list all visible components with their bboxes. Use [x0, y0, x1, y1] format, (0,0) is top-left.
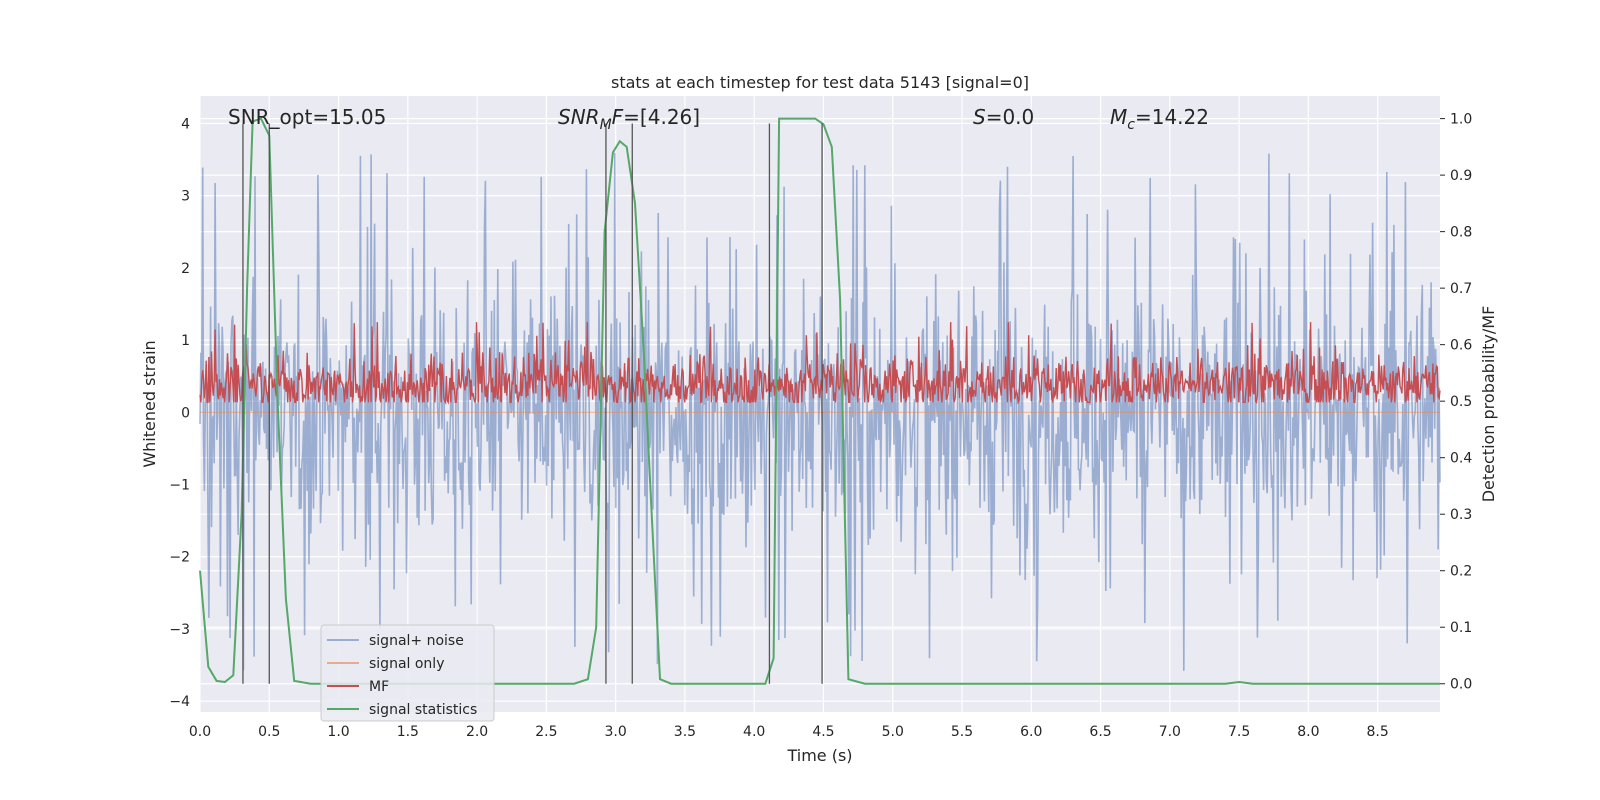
y-right-tick-label-0: 0.0 [1450, 677, 1472, 693]
y-left-tick-label-1: −3 [169, 622, 190, 638]
y-left-axis-label: Whitened strain [140, 340, 159, 467]
legend-label-3: signal statistics [369, 702, 477, 718]
y-right-tick-label-10: 1.0 [1450, 112, 1472, 128]
series-mf [199, 322, 1441, 405]
x-tick-label-10: 5.0 [882, 724, 904, 740]
series-signal-statistics [199, 117, 1440, 685]
y-right-tick-label-6: 0.6 [1450, 338, 1472, 354]
x-tick-label-15: 7.5 [1228, 724, 1250, 740]
x-tick-label-8: 4.0 [743, 724, 765, 740]
legend: signal+ noise signal only MF signal statist… [320, 624, 495, 722]
y-right-tick-label-5: 0.5 [1450, 394, 1472, 410]
snr-mf-symbol: SNR [558, 105, 600, 129]
y-left-tick-label-5: 1 [181, 333, 190, 349]
x-tick-label-16: 8.0 [1297, 724, 1319, 740]
y-left-tick-label-0: −4 [169, 694, 190, 710]
x-tick-label-17: 8.5 [1367, 724, 1389, 740]
x-tick-label-14: 7.0 [1159, 724, 1181, 740]
x-tick-labels: 0.0 0.5 1.0 1.5 2.0 2.5 3.0 3.5 4.0 4.5 5.0 5.5 6.0 6… [189, 724, 1389, 740]
x-axis-label: Time (s) [786, 746, 852, 765]
y-right-tick-label-7: 0.7 [1450, 281, 1472, 297]
y-right-tick-label-8: 0.8 [1450, 225, 1472, 241]
y-right-tick-label-9: 0.9 [1450, 168, 1472, 184]
legend-box [320, 624, 495, 722]
x-tick-label-2: 1.0 [327, 724, 349, 740]
y-left-tick-label-4: 0 [181, 405, 190, 421]
x-tick-label-0: 0.0 [189, 724, 211, 740]
snr-mf-value: =[4.26] [623, 105, 700, 129]
x-tick-label-12: 6.0 [1020, 724, 1042, 740]
y-left-tick-label-3: −1 [169, 478, 190, 494]
x-tick-label-13: 6.5 [1089, 724, 1111, 740]
legend-label-0: signal+ noise [369, 633, 464, 649]
legend-items: signal+ noise signal only MF signal statist… [327, 633, 477, 718]
y-right-tick-label-1: 0.1 [1450, 620, 1472, 636]
s-value: =0.0 [986, 105, 1035, 129]
mc-value: =14.22 [1135, 105, 1209, 129]
x-tick-label-9: 4.5 [812, 724, 834, 740]
snr-mf-subscript: M [600, 117, 612, 133]
snr-mf-tail: F [612, 105, 624, 129]
snr-mf-annotation: SNRMF=[4.26] [558, 105, 700, 133]
x-tick-label-6: 3.0 [605, 724, 627, 740]
legend-label-2: MF [369, 679, 389, 695]
series-signal-plus-noise [199, 152, 1441, 671]
y-right-tick-labels: 0.0 0.1 0.2 0.3 0.4 0.5 0.6 0.7 0.8 0.9 1.0 [1440, 112, 1472, 693]
x-tick-label-5: 2.5 [535, 724, 557, 740]
y-left-tick-labels: −4 −3 −2 −1 0 1 2 3 4 [169, 116, 190, 710]
y-left-tick-label-2: −2 [169, 550, 190, 566]
x-tick-label-1: 0.5 [258, 724, 280, 740]
mc-annotation: Mc=14.22 [1110, 105, 1209, 133]
mc-subscript: c [1127, 117, 1135, 133]
chart-title: stats at each timestep for test data 514… [611, 73, 1029, 92]
y-left-tick-label-6: 2 [181, 261, 190, 277]
x-tick-label-7: 3.5 [674, 724, 696, 740]
snr-opt-annotation: SNR_opt=15.05 [228, 105, 386, 129]
x-tick-label-4: 2.0 [466, 724, 488, 740]
y-right-tick-label-4: 0.4 [1450, 451, 1472, 467]
vertical-markers [242, 123, 823, 684]
y-right-tick-label-2: 0.2 [1450, 564, 1472, 580]
s-symbol: S [973, 105, 986, 129]
y-left-tick-label-8: 4 [181, 116, 190, 132]
mc-symbol: M [1110, 105, 1127, 129]
y-right-axis-label: Detection probability/MF [1479, 306, 1498, 503]
s-annotation: S=0.0 [973, 105, 1034, 129]
x-tick-label-11: 5.5 [951, 724, 973, 740]
x-tick-label-3: 1.5 [397, 724, 419, 740]
legend-label-1: signal only [369, 656, 444, 672]
series-layer [199, 117, 1441, 685]
y-right-tick-label-3: 0.3 [1450, 507, 1472, 523]
y-left-tick-label-7: 3 [181, 189, 190, 205]
